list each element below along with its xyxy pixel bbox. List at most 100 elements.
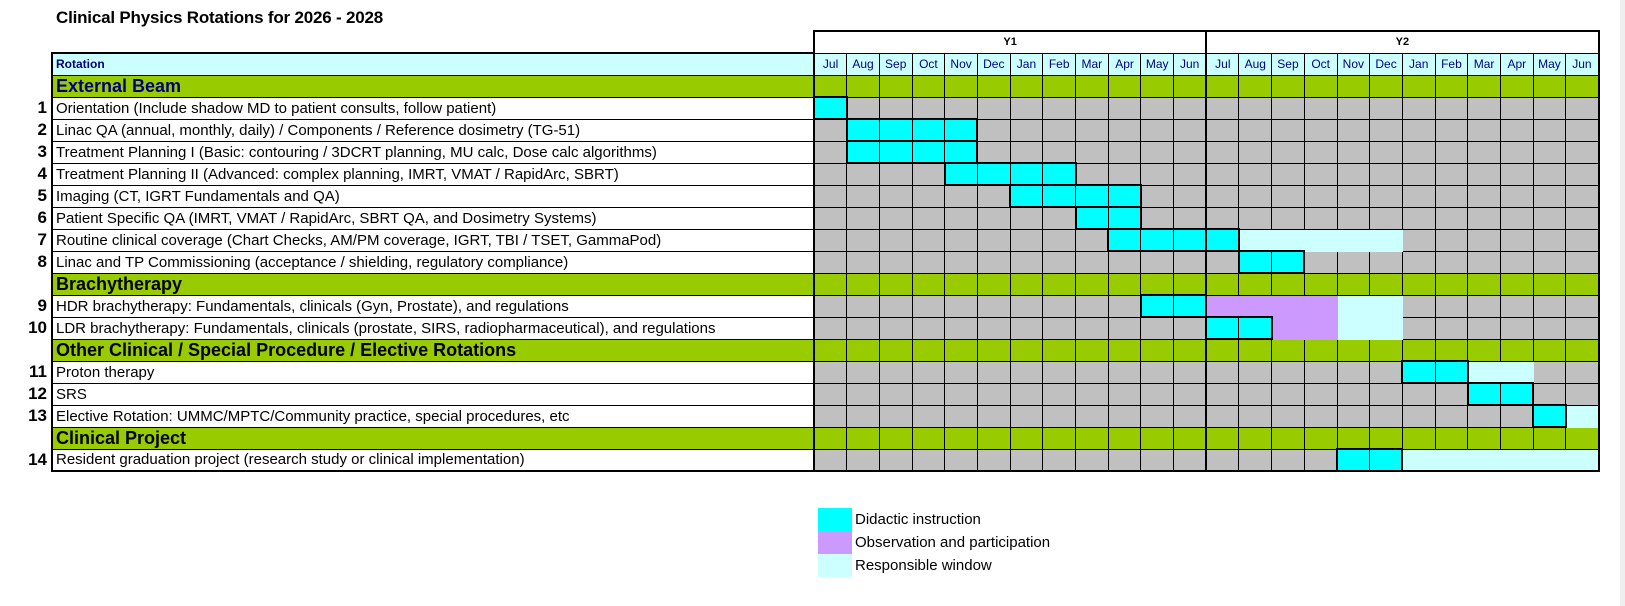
gantt-cell (1499, 228, 1534, 252)
gantt-cell (878, 426, 913, 450)
legend-label: Observation and participation (855, 534, 1051, 551)
gantt-cell (1499, 140, 1534, 164)
gantt-cell (846, 360, 880, 384)
gantt-cell-respons (1565, 404, 1600, 428)
gantt-cell (1009, 448, 1044, 472)
blank-number (0, 427, 52, 449)
gantt-cell (1205, 382, 1240, 406)
gantt-cell (1205, 96, 1240, 120)
gantt-cell (1173, 448, 1207, 472)
gantt-cell (1107, 74, 1142, 98)
gantt-cell (1565, 426, 1600, 450)
gantt-cell (1303, 448, 1338, 472)
section-row: Clinical Project (0, 426, 1600, 450)
gantt-cell (1336, 404, 1371, 428)
gantt-cell (1271, 96, 1305, 120)
gantt-cell (846, 294, 880, 318)
gantt-cell (911, 184, 946, 208)
gantt-cell (1565, 360, 1600, 384)
legend-item-respons: Responsible window (818, 554, 1050, 577)
gantt-cell (1238, 140, 1273, 164)
month-header-mar: Mar (1075, 52, 1109, 76)
gantt-cell (911, 272, 946, 296)
gantt-cell (1009, 96, 1044, 120)
gantt-cell (1140, 74, 1175, 98)
gantt-cell (1042, 360, 1076, 384)
gantt-cell-respons (1303, 228, 1338, 252)
gantt-cell (976, 74, 1011, 98)
gantt-cell-didactic (1009, 162, 1044, 186)
gantt-cell (1107, 360, 1142, 384)
gantt-cell (1369, 338, 1403, 362)
rotation-label: LDR brachytherapy: Fundamentals, clinica… (51, 316, 815, 339)
gantt-cell-respons (1238, 228, 1273, 252)
gantt-cell (846, 404, 880, 428)
legend-label: Responsible window (855, 557, 992, 574)
gantt-cell (1303, 382, 1338, 406)
gantt-cell (1532, 338, 1567, 362)
gantt-cell (1009, 360, 1044, 384)
gantt-cell (944, 360, 978, 384)
gantt-cell-respons (1565, 448, 1600, 472)
rotation-number: 12 (28, 384, 47, 403)
gantt-cell (1532, 294, 1567, 318)
blank-cell (52, 31, 814, 53)
gantt-cell (911, 96, 946, 120)
gantt-cell (1401, 74, 1436, 98)
rotation-number: 2 (37, 120, 47, 139)
blank-number (0, 75, 52, 97)
gantt-cell (1009, 294, 1044, 318)
rotation-number: 13 (28, 406, 47, 425)
gantt-cell-respons (1336, 294, 1371, 318)
gantt-cell (813, 360, 848, 384)
gantt-cell (1336, 96, 1371, 120)
gantt-cell (1271, 140, 1305, 164)
month-header-feb: Feb (1042, 52, 1076, 76)
gantt-cell (878, 404, 913, 428)
gantt-cell-didactic (1075, 184, 1109, 208)
gantt-cell (1467, 250, 1501, 274)
rotation-number: 11 (29, 362, 47, 381)
gantt-cell (1499, 272, 1534, 296)
gantt-cell (976, 404, 1011, 428)
gantt-cell (976, 360, 1011, 384)
section-title: Other Clinical / Special Procedure / Ele… (51, 338, 815, 361)
gantt-cell (1401, 382, 1436, 406)
rotation-label: Patient Specific QA (IMRT, VMAT / RapidA… (51, 206, 815, 229)
gantt-cell (1107, 316, 1142, 340)
gantt-cell (1499, 250, 1534, 274)
gantt-cell (1238, 338, 1273, 362)
gantt-cell (1173, 316, 1207, 340)
gantt-cell (1499, 118, 1534, 142)
gantt-cell-didactic (1107, 206, 1142, 230)
rotation-number: 3 (37, 142, 47, 161)
gantt-cell (1532, 426, 1567, 450)
gantt-cell (1173, 118, 1207, 142)
gantt-cell (846, 162, 880, 186)
month-header-dec: Dec (1369, 52, 1403, 76)
gantt-cell (846, 448, 880, 472)
gantt-cell (1042, 426, 1076, 450)
gantt-cell-didactic (1173, 294, 1208, 318)
gantt-cell (1238, 360, 1273, 384)
rotation-number: 1 (37, 98, 47, 117)
gantt-cell (1042, 382, 1076, 406)
gantt-cell (1532, 74, 1567, 98)
gantt-cell (1075, 74, 1109, 98)
gantt-cell (878, 316, 913, 340)
gantt-cell (1401, 338, 1436, 362)
gantt-cell (846, 206, 880, 230)
gantt-cell (1565, 96, 1600, 120)
gantt-cell (1467, 74, 1501, 98)
gantt-cell (1173, 382, 1207, 406)
gantt-cell-respons (1467, 448, 1501, 472)
gantt-cell (1467, 140, 1501, 164)
gantt-cell (1173, 96, 1207, 120)
gantt-cell (1467, 338, 1501, 362)
gantt-cell (846, 272, 880, 296)
rotation-row: 2 Linac QA (annual, monthly, daily) / Com… (0, 118, 1600, 142)
gantt-cell-observe (1303, 316, 1338, 340)
gantt-cell (1271, 426, 1305, 450)
gantt-cell (1499, 426, 1534, 450)
gantt-cell (944, 272, 978, 296)
